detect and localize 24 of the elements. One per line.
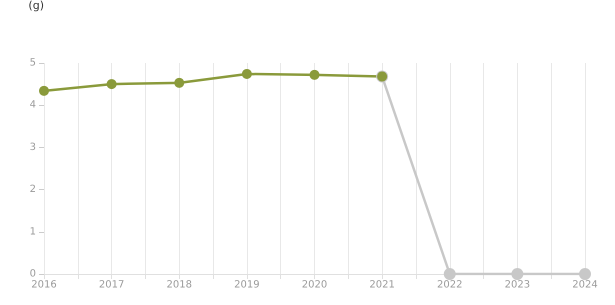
x-tick-label: 2022 — [437, 280, 462, 290]
point — [242, 68, 252, 79]
y-tick-label: 3 — [30, 142, 36, 153]
y-tick-label: 2 — [30, 184, 36, 196]
x-tick-label: 2017 — [98, 280, 124, 290]
point — [106, 79, 117, 90]
point — [39, 86, 49, 96]
x-tick-label: 2021 — [369, 280, 395, 290]
x-tick-label: 2019 — [234, 280, 260, 290]
x-tick-label: 2020 — [302, 280, 328, 290]
x-tick-label: 2018 — [166, 280, 192, 290]
x-tick-label: 2023 — [504, 280, 530, 290]
x-tick-label: 2024 — [572, 280, 598, 290]
point — [174, 78, 184, 88]
point — [444, 268, 456, 280]
x-tick-label: 2016 — [31, 280, 57, 290]
y-tick-label: 5 — [30, 58, 36, 68]
y-tick-label: 1 — [30, 226, 36, 238]
point — [579, 268, 591, 280]
point — [310, 70, 320, 80]
y-tick-label: 4 — [30, 100, 36, 111]
y-axis-title: (g) — [28, 0, 44, 12]
point — [511, 268, 524, 280]
y-tick-label: 0 — [30, 268, 36, 280]
